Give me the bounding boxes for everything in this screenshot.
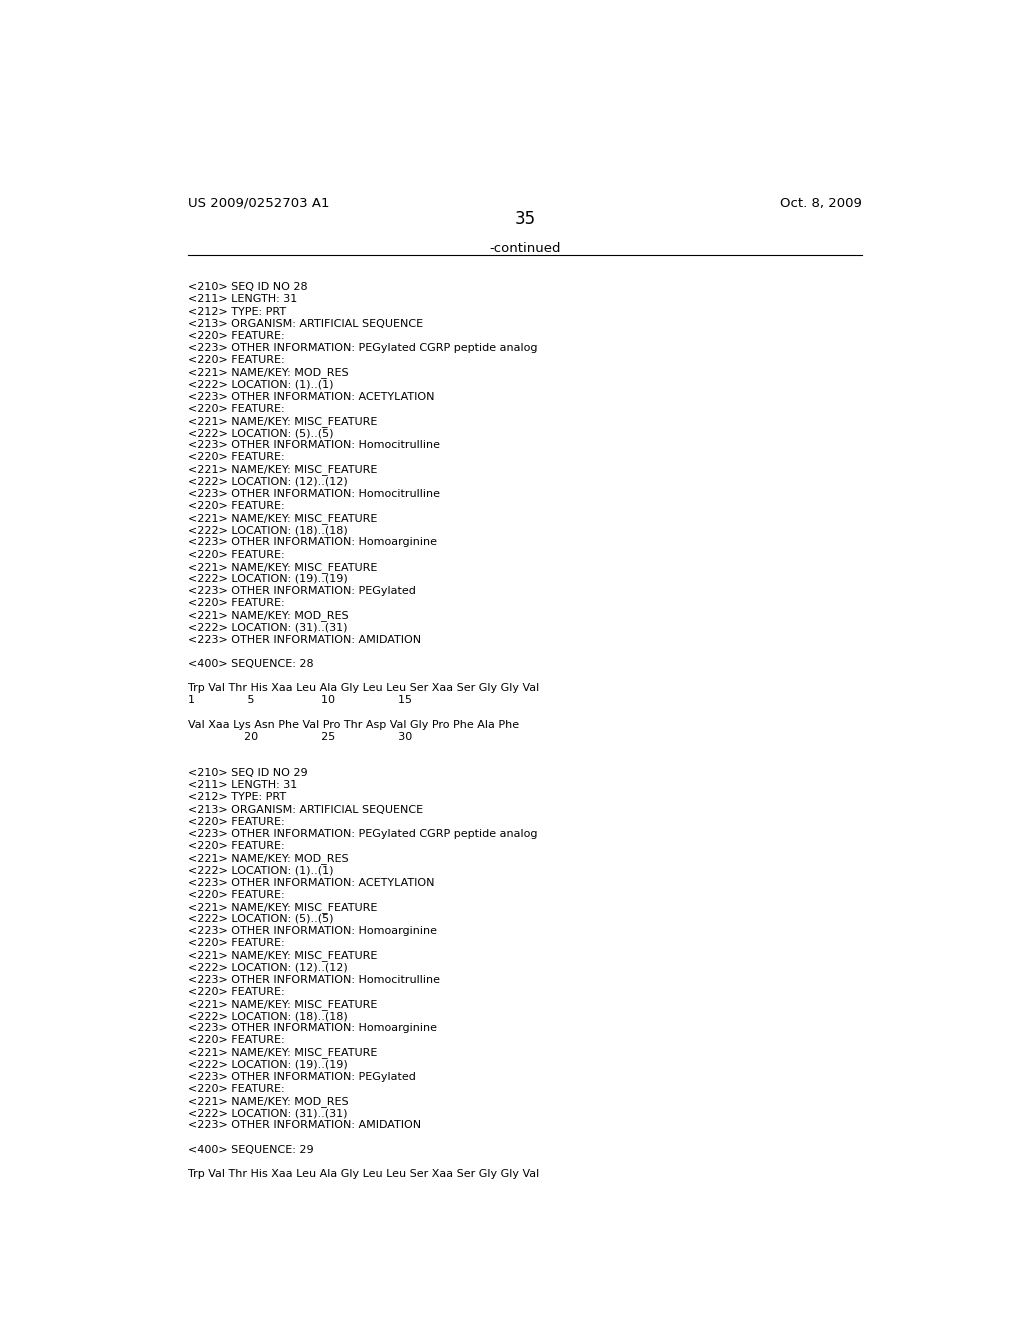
Text: <221> NAME/KEY: MISC_FEATURE: <221> NAME/KEY: MISC_FEATURE: [187, 465, 377, 475]
Text: <400> SEQUENCE: 29: <400> SEQUENCE: 29: [187, 1144, 313, 1155]
Text: <222> LOCATION: (5)..(5): <222> LOCATION: (5)..(5): [187, 428, 333, 438]
Text: <221> NAME/KEY: MOD_RES: <221> NAME/KEY: MOD_RES: [187, 367, 348, 379]
Text: <222> LOCATION: (31)..(31): <222> LOCATION: (31)..(31): [187, 1109, 347, 1118]
Text: <222> LOCATION: (18)..(18): <222> LOCATION: (18)..(18): [187, 525, 347, 536]
Text: <223> OTHER INFORMATION: AMIDATION: <223> OTHER INFORMATION: AMIDATION: [187, 635, 421, 644]
Text: <223> OTHER INFORMATION: PEGylated CGRP peptide analog: <223> OTHER INFORMATION: PEGylated CGRP …: [187, 829, 537, 840]
Text: <222> LOCATION: (12)..(12): <222> LOCATION: (12)..(12): [187, 477, 347, 487]
Text: <220> FEATURE:: <220> FEATURE:: [187, 817, 284, 826]
Text: <213> ORGANISM: ARTIFICIAL SEQUENCE: <213> ORGANISM: ARTIFICIAL SEQUENCE: [187, 319, 423, 329]
Text: <223> OTHER INFORMATION: Homocitrulline: <223> OTHER INFORMATION: Homocitrulline: [187, 974, 439, 985]
Text: <221> NAME/KEY: MISC_FEATURE: <221> NAME/KEY: MISC_FEATURE: [187, 513, 377, 524]
Text: <210> SEQ ID NO 29: <210> SEQ ID NO 29: [187, 768, 307, 779]
Text: <220> FEATURE:: <220> FEATURE:: [187, 502, 284, 511]
Text: <222> LOCATION: (1)..(1): <222> LOCATION: (1)..(1): [187, 380, 333, 389]
Text: <221> NAME/KEY: MOD_RES: <221> NAME/KEY: MOD_RES: [187, 1096, 348, 1107]
Text: <222> LOCATION: (18)..(18): <222> LOCATION: (18)..(18): [187, 1011, 347, 1022]
Text: <220> FEATURE:: <220> FEATURE:: [187, 331, 284, 341]
Text: <222> LOCATION: (31)..(31): <222> LOCATION: (31)..(31): [187, 623, 347, 632]
Text: <223> OTHER INFORMATION: PEGylated: <223> OTHER INFORMATION: PEGylated: [187, 1072, 416, 1082]
Text: <223> OTHER INFORMATION: PEGylated: <223> OTHER INFORMATION: PEGylated: [187, 586, 416, 597]
Text: <222> LOCATION: (12)..(12): <222> LOCATION: (12)..(12): [187, 962, 347, 973]
Text: <223> OTHER INFORMATION: Homocitrulline: <223> OTHER INFORMATION: Homocitrulline: [187, 441, 439, 450]
Text: <221> NAME/KEY: MISC_FEATURE: <221> NAME/KEY: MISC_FEATURE: [187, 950, 377, 961]
Text: <220> FEATURE:: <220> FEATURE:: [187, 939, 284, 948]
Text: 1               5                   10                  15: 1 5 10 15: [187, 696, 412, 705]
Text: US 2009/0252703 A1: US 2009/0252703 A1: [187, 197, 329, 210]
Text: <223> OTHER INFORMATION: Homoarginine: <223> OTHER INFORMATION: Homoarginine: [187, 1023, 436, 1034]
Text: <221> NAME/KEY: MOD_RES: <221> NAME/KEY: MOD_RES: [187, 853, 348, 865]
Text: <223> OTHER INFORMATION: Homocitrulline: <223> OTHER INFORMATION: Homocitrulline: [187, 488, 439, 499]
Text: <211> LENGTH: 31: <211> LENGTH: 31: [187, 780, 297, 791]
Text: <220> FEATURE:: <220> FEATURE:: [187, 841, 284, 851]
Text: <220> FEATURE:: <220> FEATURE:: [187, 987, 284, 997]
Text: Oct. 8, 2009: Oct. 8, 2009: [780, 197, 862, 210]
Text: Val Xaa Lys Asn Phe Val Pro Thr Asp Val Gly Pro Phe Ala Phe: Val Xaa Lys Asn Phe Val Pro Thr Asp Val …: [187, 719, 518, 730]
Text: <220> FEATURE:: <220> FEATURE:: [187, 549, 284, 560]
Text: <223> OTHER INFORMATION: ACETYLATION: <223> OTHER INFORMATION: ACETYLATION: [187, 878, 434, 887]
Text: <223> OTHER INFORMATION: PEGylated CGRP peptide analog: <223> OTHER INFORMATION: PEGylated CGRP …: [187, 343, 537, 352]
Text: <223> OTHER INFORMATION: Homoarginine: <223> OTHER INFORMATION: Homoarginine: [187, 537, 436, 548]
Text: -continued: -continued: [489, 243, 560, 255]
Text: <222> LOCATION: (19)..(19): <222> LOCATION: (19)..(19): [187, 1060, 347, 1069]
Text: Trp Val Thr His Xaa Leu Ala Gly Leu Leu Ser Xaa Ser Gly Gly Val: Trp Val Thr His Xaa Leu Ala Gly Leu Leu …: [187, 684, 539, 693]
Text: <221> NAME/KEY: MISC_FEATURE: <221> NAME/KEY: MISC_FEATURE: [187, 902, 377, 912]
Text: Trp Val Thr His Xaa Leu Ala Gly Leu Leu Ser Xaa Ser Gly Gly Val: Trp Val Thr His Xaa Leu Ala Gly Leu Leu …: [187, 1170, 539, 1179]
Text: <222> LOCATION: (19)..(19): <222> LOCATION: (19)..(19): [187, 574, 347, 583]
Text: <221> NAME/KEY: MISC_FEATURE: <221> NAME/KEY: MISC_FEATURE: [187, 1048, 377, 1059]
Text: <223> OTHER INFORMATION: AMIDATION: <223> OTHER INFORMATION: AMIDATION: [187, 1121, 421, 1130]
Text: <223> OTHER INFORMATION: ACETYLATION: <223> OTHER INFORMATION: ACETYLATION: [187, 392, 434, 401]
Text: 20                  25                  30: 20 25 30: [187, 731, 412, 742]
Text: <220> FEATURE:: <220> FEATURE:: [187, 355, 284, 366]
Text: <221> NAME/KEY: MISC_FEATURE: <221> NAME/KEY: MISC_FEATURE: [187, 562, 377, 573]
Text: <212> TYPE: PRT: <212> TYPE: PRT: [187, 306, 286, 317]
Text: <220> FEATURE:: <220> FEATURE:: [187, 1084, 284, 1094]
Text: <213> ORGANISM: ARTIFICIAL SEQUENCE: <213> ORGANISM: ARTIFICIAL SEQUENCE: [187, 805, 423, 814]
Text: <212> TYPE: PRT: <212> TYPE: PRT: [187, 792, 286, 803]
Text: <400> SEQUENCE: 28: <400> SEQUENCE: 28: [187, 659, 313, 669]
Text: <220> FEATURE:: <220> FEATURE:: [187, 598, 284, 609]
Text: <222> LOCATION: (5)..(5): <222> LOCATION: (5)..(5): [187, 913, 333, 924]
Text: <220> FEATURE:: <220> FEATURE:: [187, 890, 284, 900]
Text: 35: 35: [514, 210, 536, 228]
Text: <221> NAME/KEY: MISC_FEATURE: <221> NAME/KEY: MISC_FEATURE: [187, 416, 377, 426]
Text: <220> FEATURE:: <220> FEATURE:: [187, 1035, 284, 1045]
Text: <220> FEATURE:: <220> FEATURE:: [187, 404, 284, 413]
Text: <221> NAME/KEY: MOD_RES: <221> NAME/KEY: MOD_RES: [187, 610, 348, 622]
Text: <223> OTHER INFORMATION: Homoarginine: <223> OTHER INFORMATION: Homoarginine: [187, 927, 436, 936]
Text: <221> NAME/KEY: MISC_FEATURE: <221> NAME/KEY: MISC_FEATURE: [187, 999, 377, 1010]
Text: <210> SEQ ID NO 28: <210> SEQ ID NO 28: [187, 282, 307, 292]
Text: <220> FEATURE:: <220> FEATURE:: [187, 453, 284, 462]
Text: <211> LENGTH: 31: <211> LENGTH: 31: [187, 294, 297, 305]
Text: <222> LOCATION: (1)..(1): <222> LOCATION: (1)..(1): [187, 866, 333, 875]
